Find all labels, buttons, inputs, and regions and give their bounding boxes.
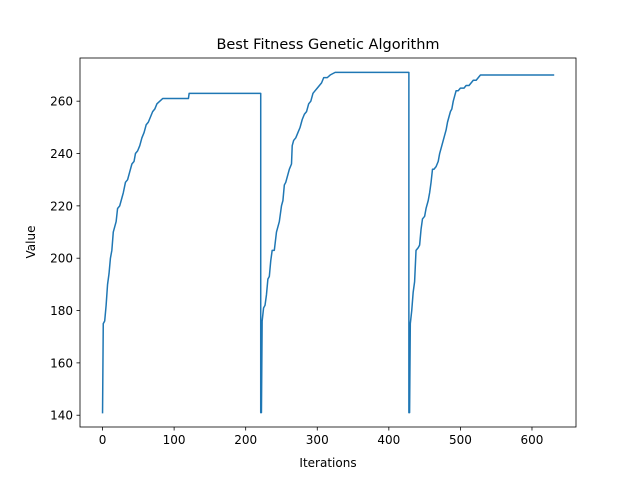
chart-title: Best Fitness Genetic Algorithm: [216, 37, 439, 53]
y-tick-label: 200: [50, 252, 73, 266]
plot-area: 0 100 200 300 400 500 600 140 160 180 200 220 240 26…: [50, 57, 577, 447]
y-tick-label: 140: [50, 409, 73, 423]
y-tick-label: 180: [50, 304, 73, 318]
x-tick-label: 100: [163, 433, 186, 447]
y-tick-label: 160: [50, 356, 73, 370]
series-line: [101, 71, 555, 414]
y-axis-label: Value: [24, 226, 38, 259]
x-tick-label: 300: [306, 433, 329, 447]
axes-frame: [79, 57, 577, 428]
y-tick-label: 260: [50, 95, 73, 109]
x-tick-label: 200: [234, 433, 257, 447]
x-axis: 0 100 200 300 400 500 600: [99, 427, 544, 447]
y-axis: 140 160 180 200 220 240 260: [50, 95, 80, 423]
series-layer: [101, 71, 555, 414]
x-tick-label: 600: [521, 433, 544, 447]
x-tick-label: 500: [449, 433, 472, 447]
x-tick-label: 400: [377, 433, 400, 447]
y-tick-label: 220: [50, 199, 73, 213]
y-tick-label: 240: [50, 147, 73, 161]
x-axis-label: Iterations: [299, 456, 356, 470]
x-tick-label: 0: [99, 433, 107, 447]
